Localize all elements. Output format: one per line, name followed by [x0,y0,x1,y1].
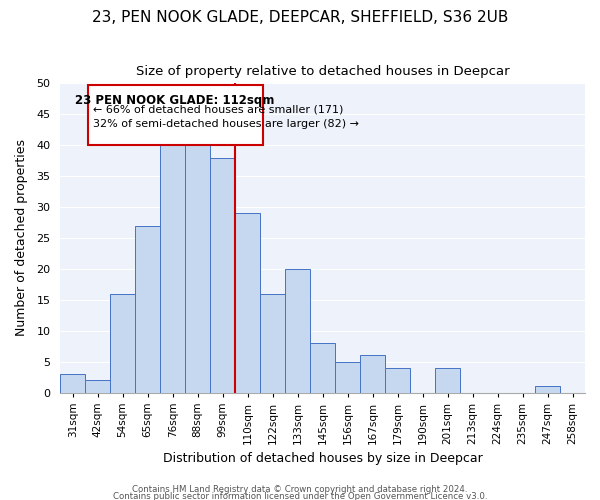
Bar [185,139,210,392]
Bar [310,343,335,392]
X-axis label: Distribution of detached houses by size in Deepcar: Distribution of detached houses by size … [163,452,482,465]
Bar [335,362,360,392]
Bar [435,368,460,392]
Title: Size of property relative to detached houses in Deepcar: Size of property relative to detached ho… [136,65,509,78]
Bar [385,368,410,392]
Bar [135,226,160,392]
Bar [260,294,285,392]
Text: 23 PEN NOOK GLADE: 112sqm: 23 PEN NOOK GLADE: 112sqm [76,94,275,108]
Bar [110,294,135,392]
Text: 23, PEN NOOK GLADE, DEEPCAR, SHEFFIELD, S36 2UB: 23, PEN NOOK GLADE, DEEPCAR, SHEFFIELD, … [92,10,508,25]
Bar [85,380,110,392]
Bar [235,213,260,392]
Bar [60,374,85,392]
Bar [360,356,385,393]
FancyBboxPatch shape [88,84,263,145]
Bar [160,145,185,392]
Text: 32% of semi-detached houses are larger (82) →: 32% of semi-detached houses are larger (… [92,119,359,129]
Text: Contains HM Land Registry data © Crown copyright and database right 2024.: Contains HM Land Registry data © Crown c… [132,486,468,494]
Text: Contains public sector information licensed under the Open Government Licence v3: Contains public sector information licen… [113,492,487,500]
Bar [285,269,310,392]
Bar [210,158,235,392]
Bar [535,386,560,392]
Y-axis label: Number of detached properties: Number of detached properties [15,140,28,336]
Text: ← 66% of detached houses are smaller (171): ← 66% of detached houses are smaller (17… [92,105,343,115]
